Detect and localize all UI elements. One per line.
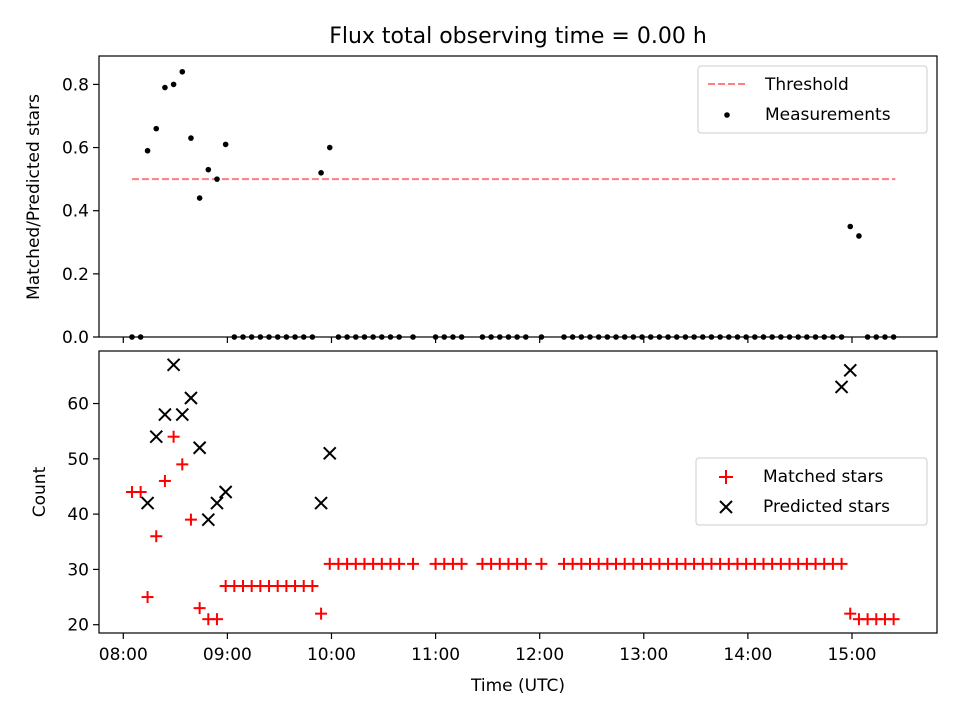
x-tick-label: 08:00	[99, 645, 148, 665]
predicted-star-point	[314, 496, 328, 510]
bottom-y-axis-label: Count	[30, 466, 50, 517]
predicted-star-point	[175, 407, 189, 422]
bottom-axes-frame	[98, 350, 938, 634]
measurement-point	[170, 81, 177, 88]
matched-star-point	[150, 530, 163, 543]
matched-star-point	[134, 486, 147, 498]
matched-star-point	[407, 557, 420, 570]
bottom-legend-box	[695, 457, 928, 526]
top-y-axis-label: Matched/Predicted stars	[24, 94, 44, 300]
top-y-tick-label: 0.4	[62, 202, 89, 222]
bottom-x-axis: 08:00 09:00 10:00 11:00 12:00 13:00 14:00 15:00	[99, 633, 876, 665]
predicted-star-point	[218, 485, 233, 499]
matched-star-point	[167, 430, 180, 443]
matched-star-point	[176, 458, 189, 471]
x-axis-label: Time (UTC)	[470, 676, 565, 696]
legend-matched-swatch	[719, 470, 733, 484]
top-axes-frame	[98, 55, 938, 338]
matched-star-point	[887, 613, 900, 626]
predicted-star-point	[149, 429, 163, 444]
bottom-axes: 20 30 40 50 60 08:00 09:00 10:00 11:00 12:00 13:0…	[30, 350, 938, 696]
matched-star-point	[306, 580, 319, 592]
matched-star-point	[193, 602, 206, 615]
predicted-star-point	[166, 358, 181, 372]
predicted-star-point	[210, 496, 224, 510]
bottom-legend: Matched stars Predicted stars	[695, 457, 928, 526]
top-y-tick-label: 0.2	[62, 265, 89, 285]
bottom-y-tick-label: 40	[67, 505, 89, 525]
matched-star-point	[141, 591, 154, 604]
bottom-y-tick-label: 30	[67, 560, 89, 580]
top-legend-box	[697, 65, 928, 134]
bottom-y-axis: 20 30 40 50 60	[67, 395, 99, 636]
top-y-tick-label: 0.8	[62, 75, 89, 95]
measurement-point	[205, 166, 212, 173]
predicted-star-point	[834, 380, 849, 394]
measurement-point	[196, 195, 203, 201]
bottom-y-tick-label: 20	[67, 616, 89, 636]
matched-star-point	[844, 607, 857, 620]
measurement-point	[153, 125, 160, 132]
x-tick-label: 11:00	[411, 645, 460, 665]
chart-title: Flux total observing time = 0.00 h	[329, 24, 707, 49]
matched-star-point	[455, 557, 468, 570]
matched-star-point	[315, 607, 328, 620]
measurement-point	[179, 68, 186, 75]
legend-predicted-swatch	[719, 500, 733, 514]
top-y-tick-label: 0.0	[62, 328, 89, 348]
top-y-axis: 0.0 0.2 0.4 0.6 0.8	[62, 75, 99, 348]
legend-predicted-label: Predicted stars	[763, 497, 890, 517]
legend-measurements-swatch	[724, 112, 730, 118]
matched-star-point	[393, 557, 406, 570]
measurement-point	[318, 170, 324, 176]
matched-star-point	[210, 613, 223, 626]
measurement-point	[214, 176, 220, 182]
top-x-axis-ticks	[122, 337, 853, 343]
bottom-y-tick-label: 50	[67, 450, 89, 470]
predicted-star-point	[192, 441, 207, 455]
legend-measurements-label: Measurements	[765, 105, 891, 125]
top-y-tick-label: 0.6	[62, 139, 89, 159]
matched-star-point	[184, 513, 197, 526]
top-legend: Threshold Measurements	[697, 65, 928, 134]
x-tick-label: 12:00	[515, 645, 564, 665]
measurement-point	[188, 135, 194, 141]
bottom-plot-area	[125, 358, 900, 626]
measurement-point	[144, 147, 151, 154]
predicted-star-point	[184, 391, 198, 405]
matched-star-point	[519, 557, 532, 570]
legend-threshold-label: Threshold	[764, 75, 849, 95]
measurement-point	[162, 84, 168, 91]
x-tick-label: 14:00	[723, 645, 772, 665]
x-tick-label: 09:00	[203, 645, 252, 665]
predicted-star-point	[158, 407, 172, 422]
bottom-y-tick-label: 60	[67, 395, 89, 415]
top-axes: 0.00.20.40.60.8 Matched/Predicted stars …	[24, 55, 938, 348]
x-tick-label: 15:00	[827, 645, 876, 665]
matched-star-point	[835, 557, 848, 570]
predicted-star-point	[201, 512, 216, 527]
measurement-point	[326, 144, 333, 151]
measurement-point	[847, 223, 854, 230]
legend-matched-label: Matched stars	[763, 467, 883, 487]
measurement-point	[222, 141, 229, 148]
matched-star-point	[158, 474, 171, 487]
measurement-point	[856, 233, 862, 239]
x-tick-label: 13:00	[619, 645, 668, 665]
predicted-star-point	[323, 446, 337, 461]
predicted-star-point	[843, 363, 857, 378]
x-tick-label: 10:00	[307, 645, 356, 665]
matched-star-point	[535, 557, 548, 570]
predicted-star-point	[140, 496, 155, 510]
